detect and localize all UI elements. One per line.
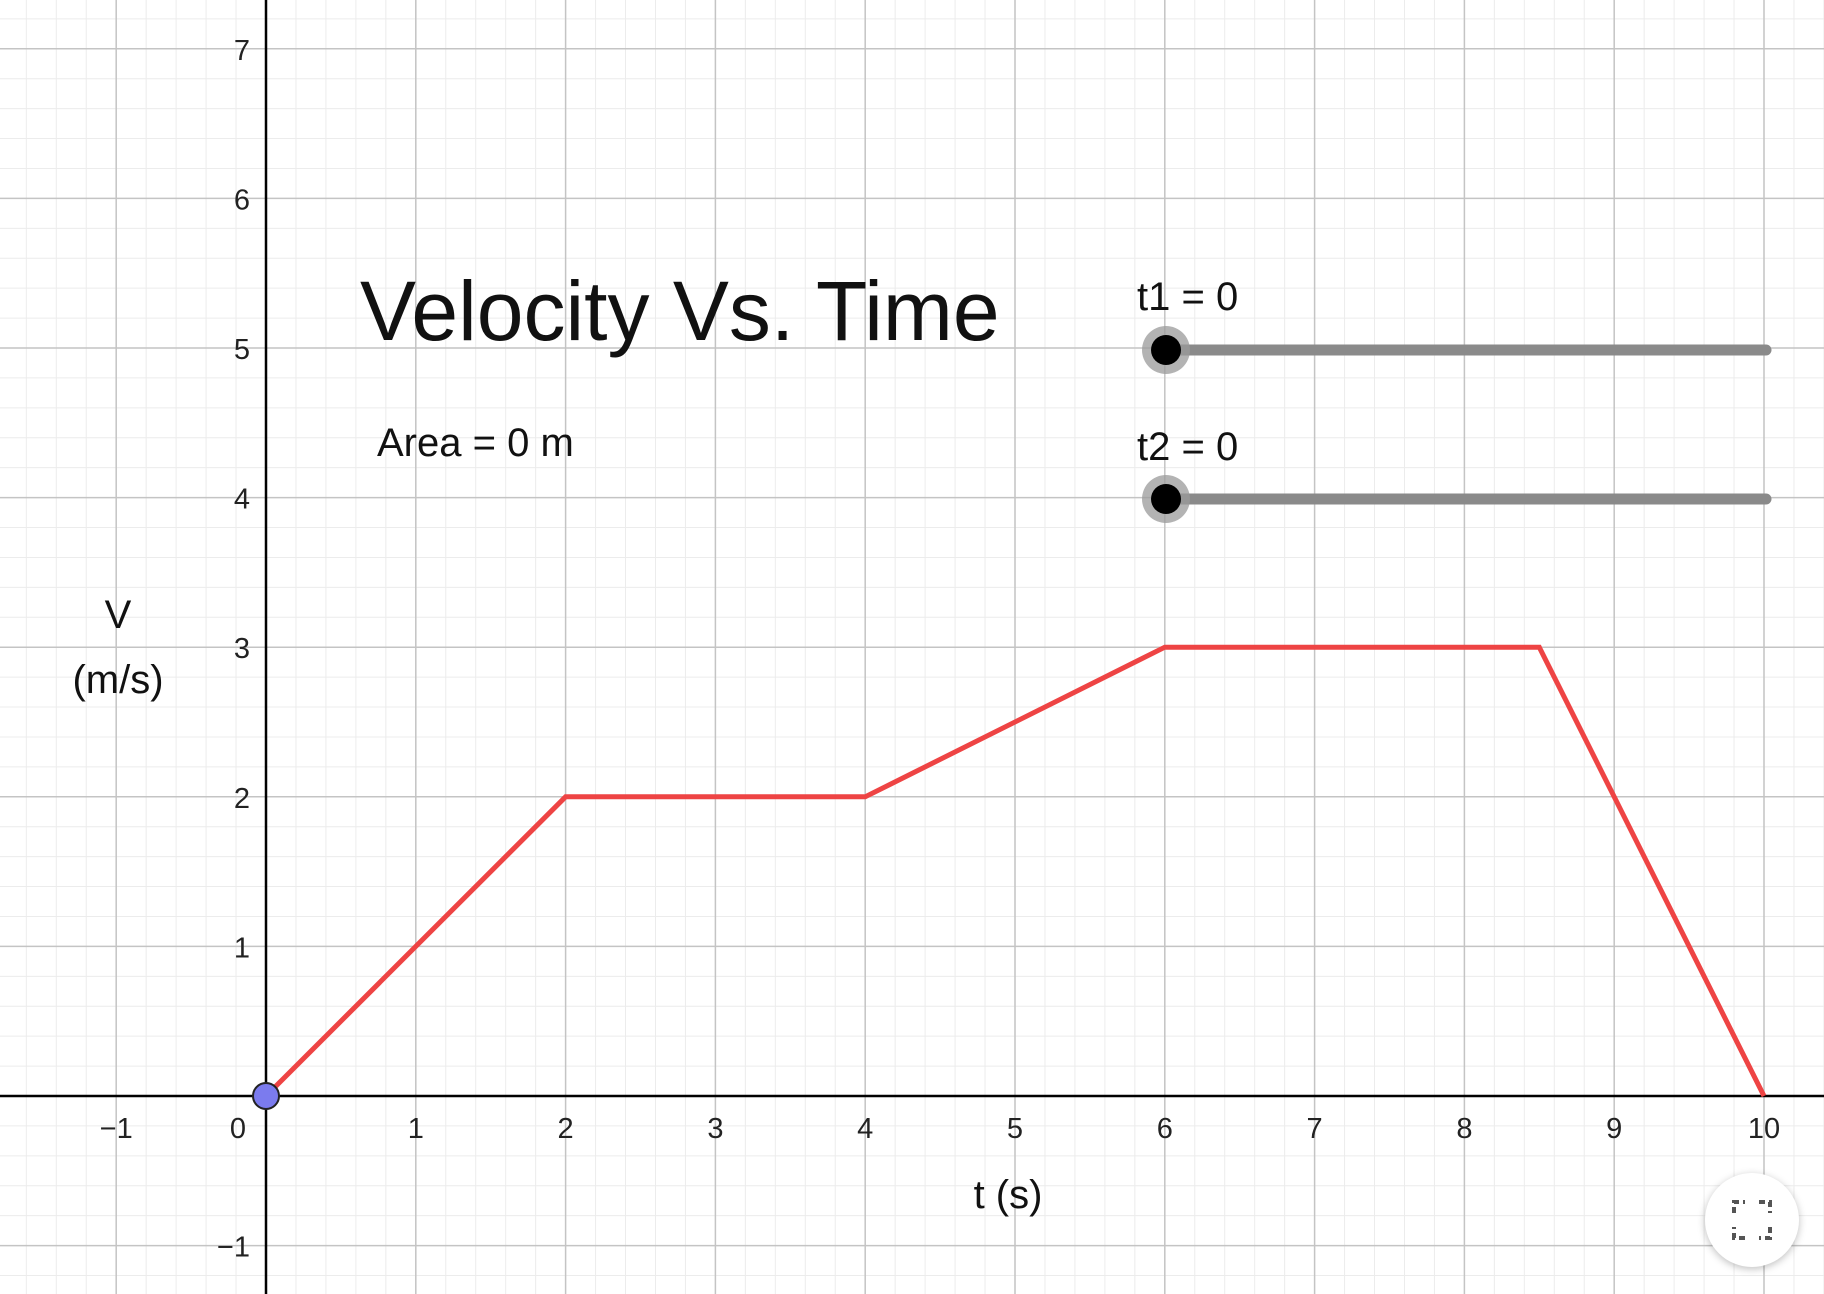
x-tick-label: 4 — [857, 1113, 873, 1145]
origin-point[interactable] — [252, 1082, 280, 1110]
slider-t1-knob[interactable] — [1151, 335, 1181, 365]
x-tick-label: 2 — [558, 1113, 574, 1145]
x-tick-label: 8 — [1456, 1113, 1472, 1145]
y-tick-label: 7 — [234, 35, 250, 67]
y-tick-label: 6 — [234, 184, 250, 216]
fullscreen-button[interactable] — [1705, 1173, 1799, 1267]
y-axis-label-v: V — [105, 593, 132, 637]
slider-t2-label: t2 = 0 — [1137, 425, 1238, 469]
x-tick-label: 3 — [707, 1113, 723, 1145]
x-tick-label: 7 — [1307, 1113, 1323, 1145]
slider-t1[interactable]: t1 = 0 — [1137, 275, 1772, 374]
x-tick-label: 1 — [408, 1113, 424, 1145]
velocity-line — [264, 644, 1767, 1098]
y-tick-label: 4 — [234, 484, 250, 516]
x-tick-label: 5 — [1007, 1113, 1023, 1145]
y-tick-label: 5 — [234, 334, 250, 366]
area-label: Area = 0 m — [377, 421, 574, 465]
x-tick-label: 10 — [1748, 1113, 1780, 1145]
y-tick-labels: −1 1 2 3 4 5 6 7 — [217, 35, 250, 1264]
x-tick-label: 9 — [1606, 1113, 1622, 1145]
x-axis-label: t (s) — [974, 1173, 1043, 1217]
x-tick-labels: −1 0 1 2 3 4 5 6 7 8 9 10 — [100, 1113, 1780, 1145]
x-tick-label: 0 — [230, 1113, 246, 1145]
y-tick-label: 1 — [234, 932, 250, 964]
y-tick-label: −1 — [217, 1232, 250, 1264]
slider-t1-label: t1 = 0 — [1137, 275, 1238, 319]
x-tick-label: −1 — [100, 1113, 133, 1145]
velocity-series — [264, 644, 1767, 1098]
expand-icon — [1732, 1200, 1772, 1240]
y-tick-label: 2 — [234, 783, 250, 815]
graph-title: Velocity Vs. Time — [360, 264, 1000, 358]
slider-t2[interactable]: t2 = 0 — [1137, 425, 1772, 523]
x-tick-label: 6 — [1157, 1113, 1173, 1145]
slider-t2-knob[interactable] — [1151, 484, 1181, 514]
y-tick-label: 3 — [234, 633, 250, 665]
y-axis-label-units: (m/s) — [72, 658, 163, 702]
